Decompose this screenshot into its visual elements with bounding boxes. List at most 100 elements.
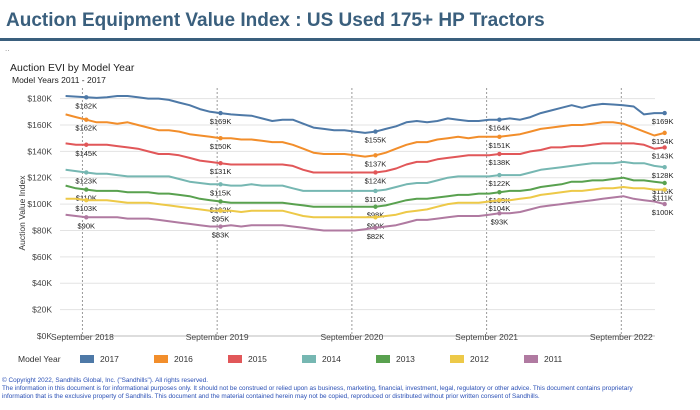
y-tick-label: $60K bbox=[32, 252, 52, 262]
data-label-2011: $90K bbox=[78, 221, 96, 230]
data-point-2014 bbox=[497, 172, 502, 178]
data-label-2014: $128K bbox=[652, 171, 674, 180]
y-tick-label: $0K bbox=[37, 331, 52, 341]
data-label-2015: $131K bbox=[210, 167, 232, 176]
data-label-2011: $93K bbox=[491, 217, 509, 226]
legend-swatch bbox=[302, 355, 316, 363]
data-label-2017: $182K bbox=[75, 101, 97, 110]
data-point-2015 bbox=[497, 151, 502, 157]
data-point-2014 bbox=[373, 188, 378, 194]
data-label-2015: $143K bbox=[652, 151, 674, 160]
data-label-2017: $155K bbox=[365, 136, 387, 145]
x-tick-label: September 2018 bbox=[51, 332, 114, 342]
legend-label: 2015 bbox=[248, 354, 267, 364]
x-tick-label: September 2020 bbox=[320, 332, 383, 342]
data-point-2016 bbox=[497, 134, 502, 140]
y-tick-label: $120K bbox=[27, 173, 52, 183]
data-point-2017 bbox=[218, 110, 223, 116]
copyright-text: © Copyright 2022, Sandhills Global, Inc.… bbox=[2, 377, 209, 384]
series-line-2015 bbox=[65, 142, 665, 174]
data-point-2012 bbox=[497, 197, 502, 203]
legend-item-2014: 2014 bbox=[302, 354, 341, 364]
line-chart: $0K $20K $40K $60K $80K $100K $120K $140K $160K $… bbox=[27, 88, 674, 342]
data-label-2017: $169K bbox=[652, 117, 674, 126]
data-point-2016 bbox=[373, 153, 378, 158]
legend-item-2016: 2016 bbox=[154, 354, 193, 364]
data-point-2013 bbox=[662, 180, 667, 186]
data-point-2013 bbox=[84, 187, 89, 192]
data-point-2017 bbox=[662, 110, 667, 116]
data-label-2011: $83K bbox=[212, 231, 230, 240]
data-point-2015 bbox=[218, 161, 223, 166]
series-line-2011 bbox=[65, 195, 665, 232]
legend-item-2012: 2012 bbox=[450, 354, 489, 364]
data-point-2015 bbox=[662, 145, 667, 150]
x-tick-label: September 2021 bbox=[455, 332, 518, 342]
data-label-2014: $110K bbox=[365, 195, 386, 204]
page-title: Auction Equipment Value Index : US Used … bbox=[6, 10, 545, 31]
data-label-2015: $145K bbox=[75, 149, 97, 158]
legend-title: Model Year bbox=[18, 354, 61, 364]
data-label-2016: $137K bbox=[365, 159, 387, 168]
data-point-2016 bbox=[662, 130, 667, 136]
series-line-2013 bbox=[65, 176, 665, 208]
data-label-2013: $116K bbox=[652, 187, 673, 196]
data-label-2016: $150K bbox=[210, 142, 232, 151]
data-label-2014: $123K bbox=[75, 176, 97, 185]
disclaimer-text: The information in this document is for … bbox=[2, 385, 633, 392]
title-divider bbox=[0, 38, 700, 41]
data-point-2014 bbox=[218, 182, 223, 187]
data-point-2016 bbox=[84, 117, 89, 122]
legend-swatch bbox=[228, 355, 242, 363]
y-tick-label: $160K bbox=[27, 120, 52, 130]
legend-item-2013: 2013 bbox=[376, 354, 415, 364]
header-mark: .. bbox=[5, 44, 10, 53]
data-point-2013 bbox=[218, 199, 223, 204]
data-label-2012: $95K bbox=[212, 215, 230, 224]
footer: © Copyright 2022, Sandhills Global, Inc.… bbox=[2, 377, 698, 401]
y-tick-label: $20K bbox=[32, 305, 52, 315]
data-point-2016 bbox=[218, 135, 223, 141]
data-label-2012: $104K bbox=[489, 204, 511, 213]
chart-title: Auction EVI by Model Year bbox=[10, 62, 135, 74]
data-point-2011 bbox=[497, 211, 502, 216]
series-line-2016 bbox=[65, 113, 665, 158]
data-point-2013 bbox=[497, 190, 502, 195]
data-label-2017: $169K bbox=[210, 117, 232, 126]
series-line-2012 bbox=[65, 186, 665, 219]
y-tick-label: $100K bbox=[27, 199, 52, 209]
legend-swatch bbox=[154, 355, 168, 363]
data-label-2015: $124K bbox=[365, 176, 387, 185]
data-point-2011 bbox=[373, 225, 378, 231]
data-label-2016: $162K bbox=[75, 124, 97, 133]
legend-item-2015: 2015 bbox=[228, 354, 267, 364]
x-tick-label: September 2019 bbox=[186, 332, 249, 342]
x-tick-label: September 2022 bbox=[590, 332, 653, 342]
legend-swatch bbox=[376, 355, 390, 363]
data-point-2012 bbox=[662, 187, 667, 192]
y-tick-label: $140K bbox=[27, 146, 52, 156]
legend-label: 2014 bbox=[322, 354, 341, 364]
data-label-2012: $111K bbox=[652, 194, 673, 203]
legend-label: 2011 bbox=[544, 354, 563, 364]
data-point-2011 bbox=[662, 201, 667, 207]
data-point-2012 bbox=[84, 197, 89, 203]
data-label-2011: $82K bbox=[367, 232, 385, 241]
series-line-2014 bbox=[65, 160, 665, 192]
data-point-2011 bbox=[84, 215, 89, 220]
data-label-2014: $122K bbox=[489, 179, 511, 188]
legend: Model Year 2017 2016 2015 2014 2013 2012 2011 bbox=[0, 354, 700, 368]
legend-label: 2013 bbox=[396, 354, 415, 364]
data-point-2014 bbox=[662, 164, 667, 170]
y-tick-label: $180K bbox=[27, 94, 52, 104]
chart-subtitle: Model Years 2011 - 2017 bbox=[12, 75, 106, 85]
legend-label: 2012 bbox=[470, 354, 489, 364]
data-point-2011 bbox=[218, 224, 223, 229]
data-point-2017 bbox=[497, 117, 502, 122]
data-point-2017 bbox=[373, 129, 378, 134]
data-label-2016: $154K bbox=[652, 137, 674, 146]
data-point-2013 bbox=[373, 204, 378, 209]
data-label-2015: $138K bbox=[489, 158, 511, 167]
data-label-2017: $164K bbox=[489, 124, 511, 133]
legend-swatch bbox=[80, 355, 94, 363]
